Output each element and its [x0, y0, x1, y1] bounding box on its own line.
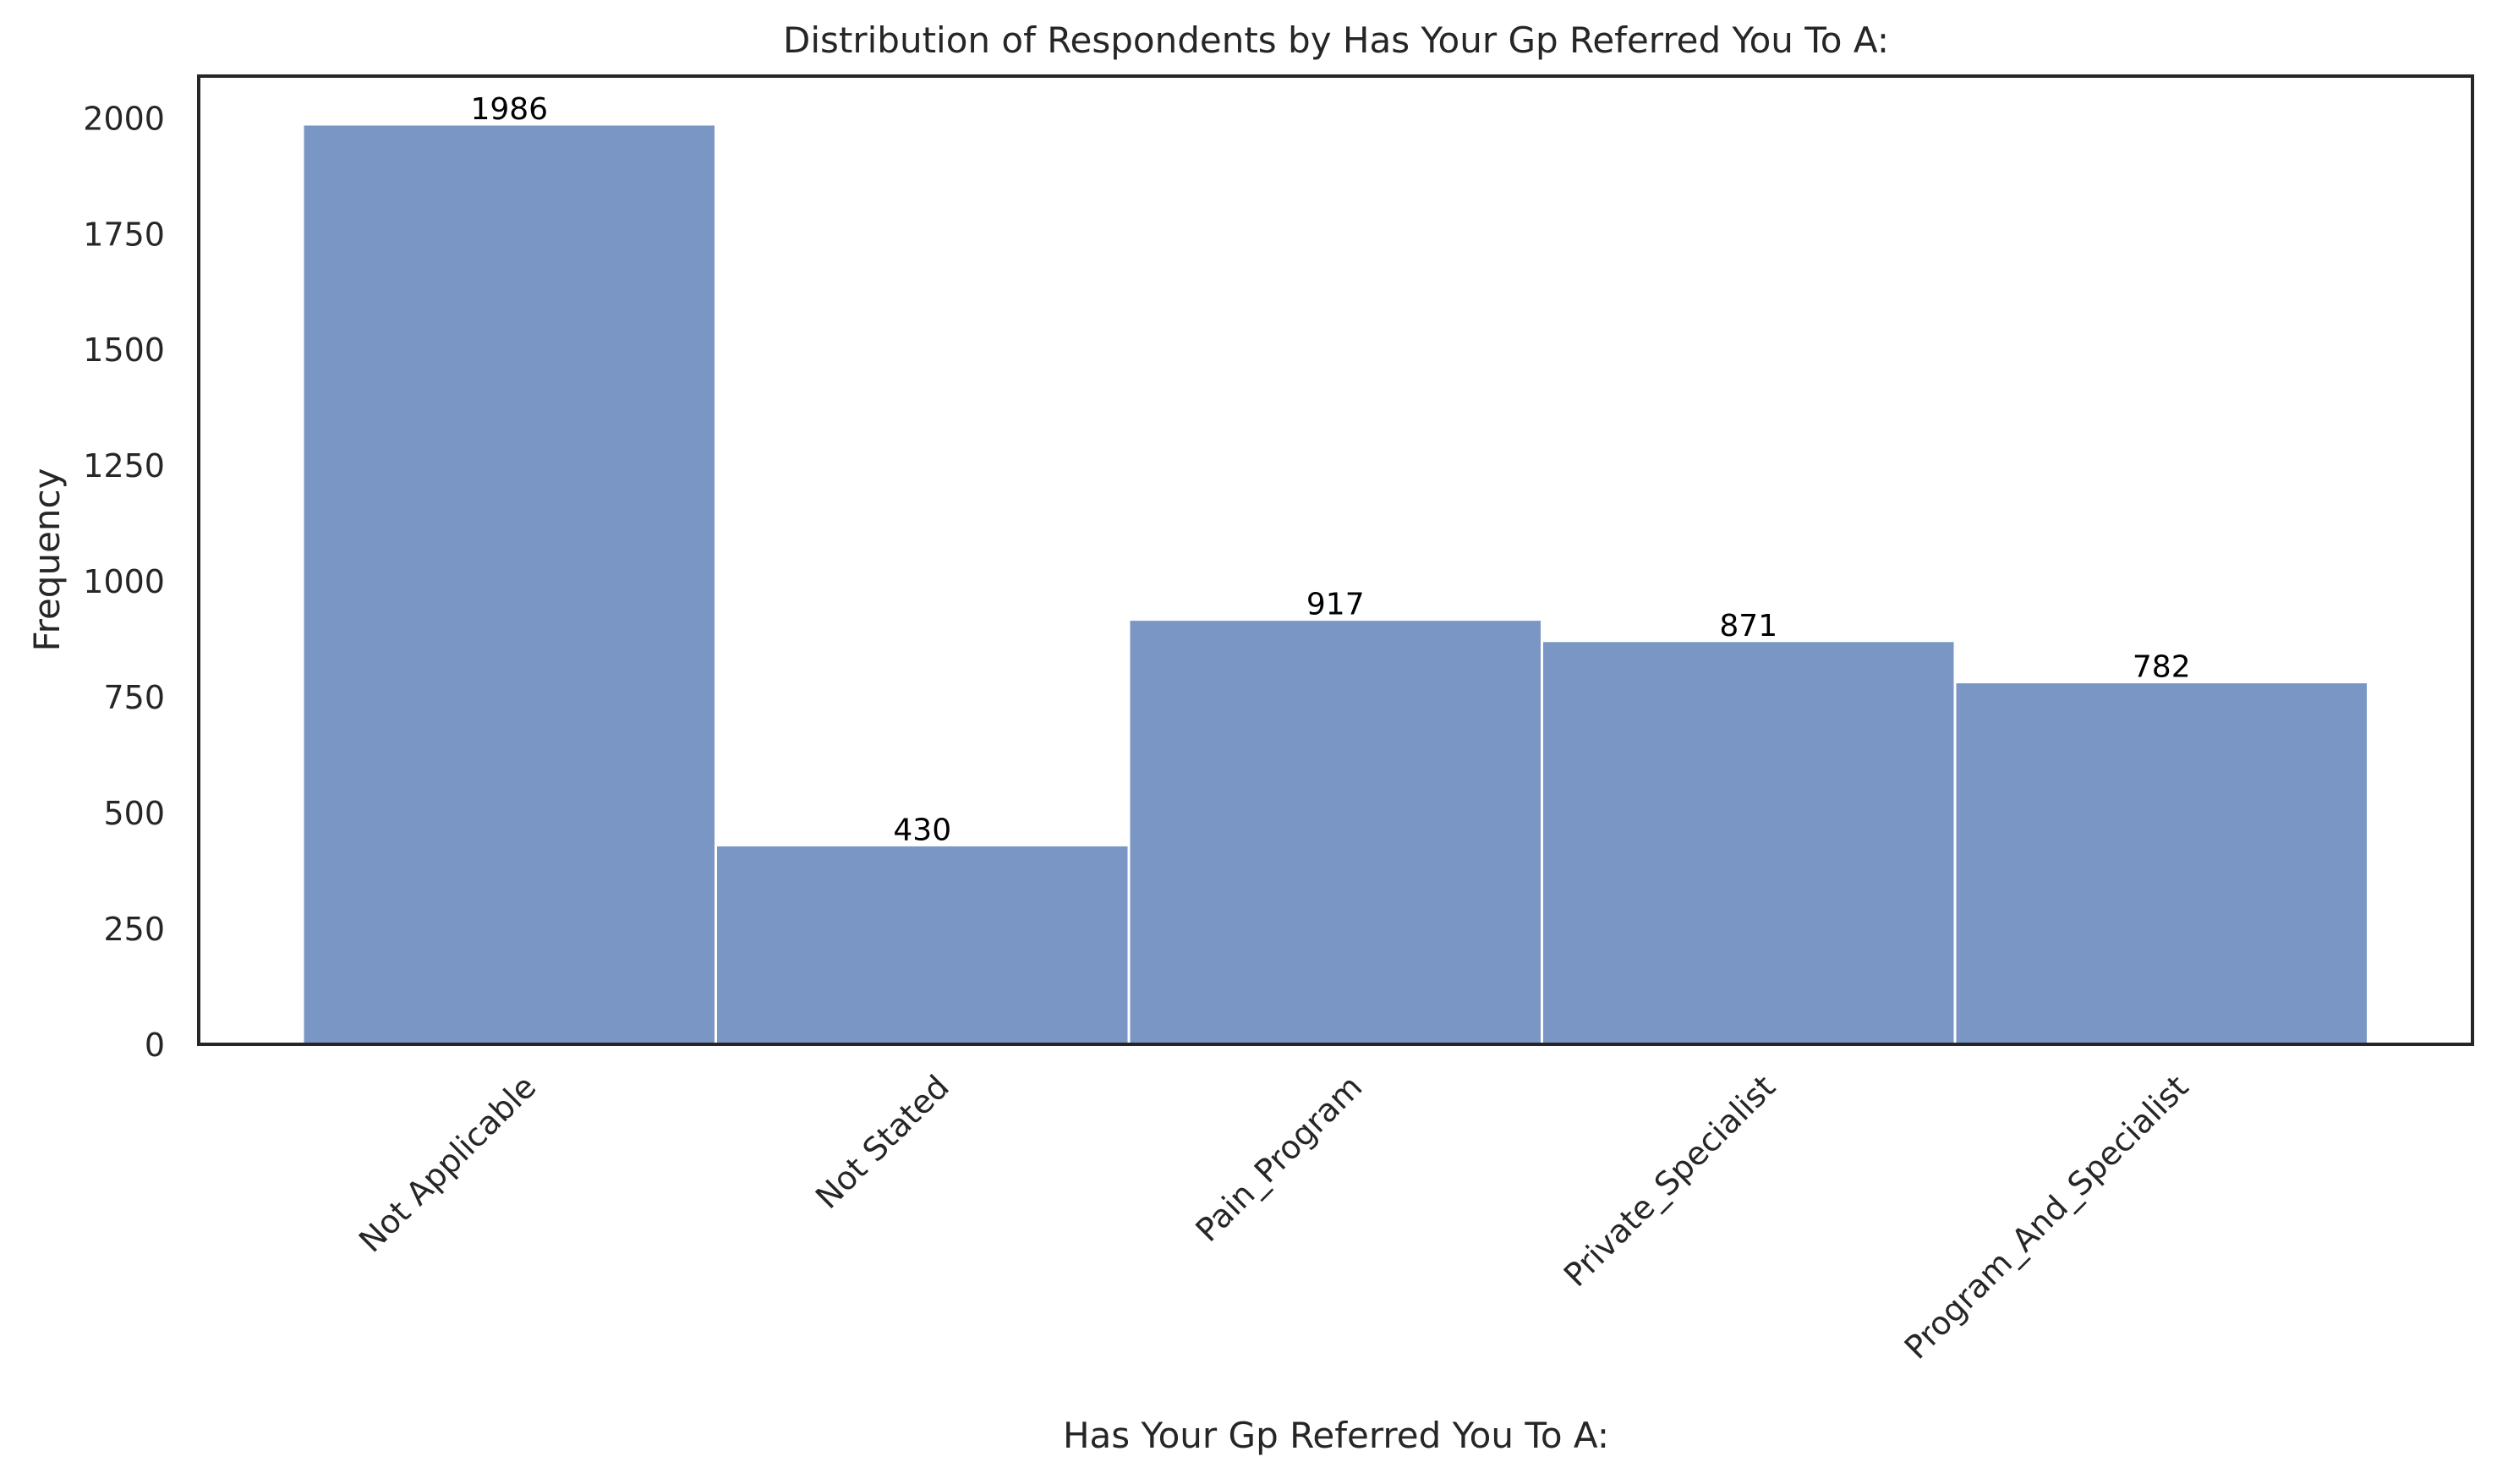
- bar-value-label: 1986: [470, 92, 548, 127]
- x-tick-label: Not Applicable: [352, 1068, 543, 1259]
- x-tick-label: Program_And_Specialist: [1897, 1068, 2196, 1366]
- x-tick-label: Private_Specialist: [1557, 1068, 1782, 1294]
- bar-pain-program: [1127, 618, 1543, 1046]
- x-tick-label: Not Stated: [808, 1068, 956, 1216]
- bar-value-label: 782: [2133, 650, 2191, 685]
- x-axis-ticks: Not Applicable Not Stated Pain_Program Priv…: [352, 1068, 2195, 1366]
- bar-labels-group: 1986 430 917 871 782: [470, 92, 2190, 847]
- bar-private-specialist: [1541, 639, 1957, 1046]
- y-tick-label: 1000: [83, 563, 165, 600]
- y-axis-label: Frequency: [26, 468, 68, 652]
- x-axis-label: Has Your Gp Referred You To A:: [1063, 1415, 1609, 1456]
- y-tick-label: 1250: [83, 447, 165, 485]
- bar-value-label: 917: [1306, 588, 1365, 622]
- plot-frame: [197, 74, 2474, 1046]
- bar-program-and-specialist: [1953, 681, 2369, 1046]
- bar-value-label: 430: [893, 813, 951, 847]
- chart-title: Distribution of Respondents by Has Your …: [783, 19, 1889, 61]
- y-tick-label: 250: [103, 911, 165, 948]
- y-tick-label: 1750: [83, 216, 165, 253]
- y-tick-label: 750: [103, 679, 165, 716]
- y-tick-label: 2000: [83, 100, 165, 137]
- bar-not-applicable: [301, 123, 717, 1046]
- bars-group: [301, 123, 2369, 1046]
- bar-value-label: 871: [1719, 609, 1777, 643]
- y-axis-ticks: 0 250 500 750 1000 1250 1500 1750 2000: [83, 100, 165, 1064]
- bar-not-stated: [715, 843, 1131, 1046]
- x-tick-label: Pain_Program: [1189, 1068, 1370, 1249]
- y-tick-label: 1500: [83, 331, 165, 369]
- y-tick-label: 0: [145, 1027, 165, 1064]
- y-tick-label: 500: [103, 795, 165, 832]
